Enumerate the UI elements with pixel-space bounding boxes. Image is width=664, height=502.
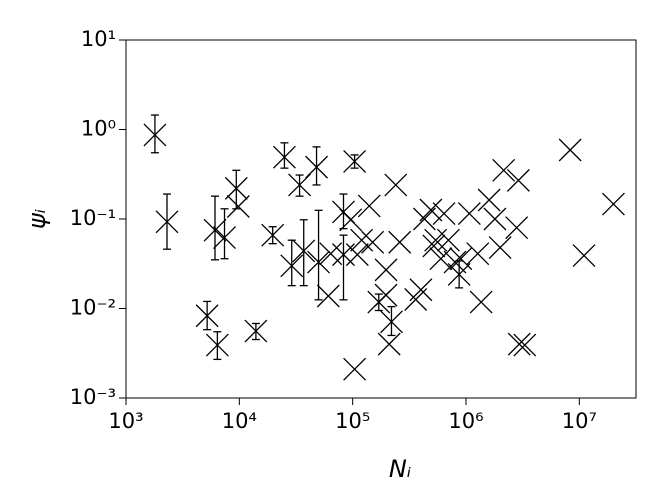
point	[513, 333, 537, 357]
error-bar	[287, 239, 296, 287]
point	[213, 226, 236, 250]
y-tick-label: 10⁻²	[70, 296, 116, 320]
point	[316, 284, 340, 308]
error-bar	[339, 234, 348, 301]
point	[443, 250, 467, 274]
x-tick-label: 10⁷	[562, 409, 597, 433]
point	[436, 228, 460, 252]
error-bar	[314, 209, 323, 301]
point	[350, 228, 374, 252]
point	[307, 250, 331, 274]
point	[203, 218, 227, 242]
error-bar	[299, 219, 308, 287]
point	[507, 332, 531, 356]
point	[280, 254, 304, 278]
y-tick-label: 10⁻¹	[70, 206, 116, 230]
point	[601, 192, 625, 216]
point	[477, 188, 501, 212]
point	[380, 310, 403, 334]
point	[457, 202, 481, 226]
point	[345, 243, 369, 267]
x-axis-label: Nᵢ	[389, 455, 411, 483]
point	[409, 278, 433, 302]
error-bar	[220, 208, 229, 260]
point	[319, 242, 343, 266]
point	[374, 283, 398, 307]
error-bar	[280, 142, 289, 169]
point	[339, 208, 363, 232]
point	[357, 194, 381, 218]
point	[429, 247, 453, 271]
point	[143, 123, 167, 147]
point	[492, 158, 516, 182]
point	[261, 223, 285, 247]
point	[572, 244, 596, 268]
point	[388, 230, 412, 254]
point	[422, 234, 446, 258]
plot-frame	[125, 39, 637, 399]
point	[558, 138, 582, 162]
point	[449, 247, 473, 271]
point	[343, 149, 367, 173]
point	[292, 239, 316, 263]
point	[377, 332, 401, 356]
point	[155, 210, 179, 234]
y-tick-label: 10¹	[81, 27, 116, 51]
error-bar	[312, 146, 321, 186]
x-tick-label: 10³	[108, 409, 143, 433]
y-tick-label: 10⁻³	[70, 385, 116, 409]
x-tick-label: 10⁶	[448, 409, 483, 433]
point	[419, 198, 443, 222]
point	[305, 155, 329, 179]
x-tick-label: 10⁵	[335, 409, 370, 433]
point	[469, 290, 493, 314]
point	[424, 228, 448, 252]
point	[361, 230, 385, 254]
point	[244, 319, 268, 343]
point	[384, 173, 408, 197]
error-bar	[232, 169, 241, 210]
error-bar	[150, 114, 159, 154]
point	[224, 176, 248, 200]
point	[205, 333, 229, 357]
point	[226, 195, 250, 218]
point	[466, 242, 490, 266]
point	[488, 236, 512, 259]
y-tick-label: 10⁰	[81, 117, 116, 141]
point	[432, 202, 456, 226]
y-axis-label: ψᵢ	[23, 209, 51, 229]
point	[506, 168, 530, 192]
point	[195, 304, 219, 328]
point	[272, 145, 296, 169]
point	[483, 207, 507, 231]
point	[505, 216, 529, 240]
point	[343, 357, 367, 381]
x-tick-label: 10⁴	[222, 409, 257, 433]
point	[374, 258, 398, 282]
